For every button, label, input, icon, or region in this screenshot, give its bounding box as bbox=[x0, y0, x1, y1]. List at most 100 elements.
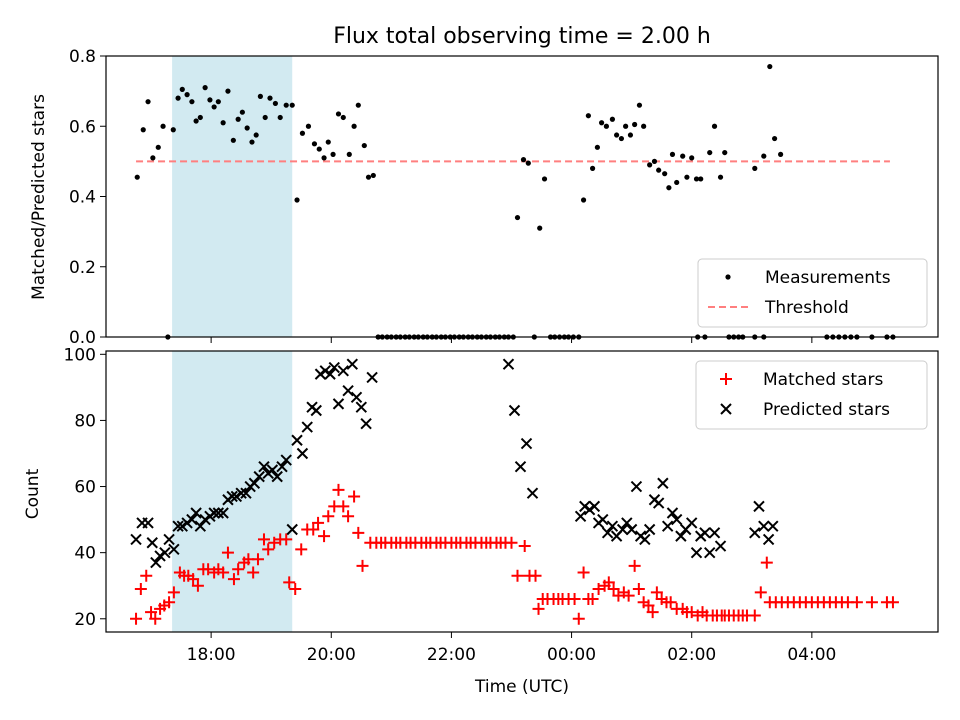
x-tick-label: 04:00 bbox=[787, 645, 836, 665]
measurement-point bbox=[767, 63, 773, 70]
legend-measurements-label: Measurements bbox=[765, 268, 891, 288]
predicted-star-point bbox=[319, 365, 331, 377]
predicted-star-point bbox=[616, 523, 629, 536]
predicted-star-point bbox=[366, 371, 378, 384]
matched-star-point bbox=[247, 566, 260, 579]
measurement-point bbox=[230, 137, 236, 143]
matched-star-point bbox=[518, 540, 531, 553]
predicted-star-point bbox=[258, 460, 270, 473]
predicted-star-point bbox=[240, 487, 252, 499]
measurement-point bbox=[636, 102, 643, 108]
legend-measurements-marker bbox=[725, 274, 731, 280]
measurement-point bbox=[220, 120, 226, 126]
predicted-star-point bbox=[146, 537, 158, 549]
measurement-point bbox=[225, 88, 231, 94]
bottom-panel: 20 40 60 80 100 18:00 20:00 22:00 00:00 02:00 04:… bbox=[23, 345, 939, 697]
predicted-star-point bbox=[346, 358, 359, 370]
matched-star-point bbox=[529, 569, 542, 582]
predicted-star-point bbox=[248, 477, 261, 489]
measurement-point bbox=[541, 176, 548, 182]
matched-star-point bbox=[628, 559, 641, 572]
predicted-star-point bbox=[286, 523, 298, 536]
matched-star-point bbox=[202, 563, 215, 576]
measurement-point bbox=[752, 165, 758, 171]
measurement-point bbox=[140, 127, 146, 133]
measurement-point bbox=[361, 142, 367, 149]
measurement-point bbox=[707, 149, 713, 156]
measurement-point bbox=[277, 114, 283, 121]
top-y-tick-label: 0.0 bbox=[69, 328, 96, 348]
bottom-legend-box bbox=[695, 360, 928, 430]
predicted-star-point bbox=[583, 503, 596, 516]
predicted-star-point bbox=[753, 500, 765, 513]
matched-star-point bbox=[865, 596, 878, 609]
top-y-tick-label: 0.8 bbox=[69, 47, 96, 67]
matched-star-point bbox=[592, 583, 605, 596]
matched-star-point bbox=[664, 596, 677, 609]
predicted-star-point bbox=[714, 540, 727, 552]
bottom-y-tick-label: 20 bbox=[74, 610, 96, 630]
matched-star-point bbox=[257, 533, 270, 546]
matched-star-point bbox=[602, 576, 615, 589]
predicted-star-point bbox=[332, 398, 345, 410]
measurement-point bbox=[134, 174, 140, 180]
measurement-point bbox=[193, 118, 199, 124]
matched-star-point bbox=[505, 536, 518, 549]
predicted-star-point bbox=[762, 533, 775, 546]
measurement-point bbox=[184, 92, 190, 98]
chart-title: Flux total observing time = 2.00 h bbox=[333, 24, 711, 49]
top-shaded-interval bbox=[172, 56, 293, 337]
x-tick-label: 22:00 bbox=[427, 645, 476, 665]
measurement-point bbox=[609, 116, 616, 122]
matched-star-point bbox=[622, 589, 635, 602]
predicted-star-point bbox=[142, 517, 154, 529]
predicted-star-point bbox=[186, 513, 198, 526]
predicted-star-point bbox=[666, 507, 679, 519]
legend-predicted-label: Predicted stars bbox=[763, 400, 890, 420]
measurement-point bbox=[761, 153, 767, 159]
measurement-point bbox=[618, 135, 625, 142]
measurement-point bbox=[299, 130, 306, 136]
measurement-point bbox=[249, 139, 255, 145]
predicted-star-point bbox=[159, 546, 171, 559]
predicted-star-point bbox=[280, 454, 292, 466]
predicted-star-point bbox=[621, 517, 633, 529]
measurement-point bbox=[340, 114, 346, 121]
top-y-tick-label: 0.2 bbox=[69, 258, 96, 278]
measurement-point bbox=[623, 123, 629, 129]
measurement-point bbox=[589, 165, 596, 171]
predicted-star-point bbox=[360, 418, 372, 430]
predicted-star-point bbox=[154, 550, 166, 562]
measurement-point bbox=[145, 99, 151, 105]
measurement-point bbox=[150, 155, 156, 161]
predicted-star-point bbox=[520, 437, 533, 450]
measurement-point bbox=[305, 123, 312, 129]
measurement-point bbox=[598, 120, 605, 126]
matched-star-point bbox=[322, 510, 335, 523]
predicted-star-point bbox=[230, 490, 243, 503]
matched-star-point bbox=[760, 556, 773, 569]
measurement-point bbox=[525, 160, 531, 166]
bottom-plot-frame bbox=[105, 350, 939, 633]
matched-star-point bbox=[227, 573, 240, 586]
legend-threshold-label: Threshold bbox=[764, 298, 849, 318]
matched-star-point bbox=[289, 583, 302, 596]
x-tick-label: 20:00 bbox=[307, 645, 356, 665]
predicted-star-point bbox=[625, 523, 638, 536]
predicted-star-point bbox=[508, 404, 521, 417]
matched-star-point bbox=[149, 612, 162, 625]
predicted-star-point bbox=[355, 401, 368, 413]
legend-predicted-marker bbox=[720, 403, 732, 415]
matched-star-point bbox=[280, 533, 293, 546]
x-axis-label: Time (UTC) bbox=[474, 677, 569, 697]
matched-star-point bbox=[332, 483, 345, 496]
predicted-star-point bbox=[588, 500, 601, 513]
predicted-star-point bbox=[749, 527, 761, 539]
matched-star-point bbox=[646, 606, 659, 619]
predicted-star-point bbox=[606, 520, 619, 532]
x-tick-label: 00:00 bbox=[547, 645, 596, 665]
predicted-star-point bbox=[208, 507, 220, 519]
measurement-point bbox=[680, 153, 686, 159]
measurement-point bbox=[289, 102, 295, 108]
measurement-point bbox=[656, 167, 662, 173]
